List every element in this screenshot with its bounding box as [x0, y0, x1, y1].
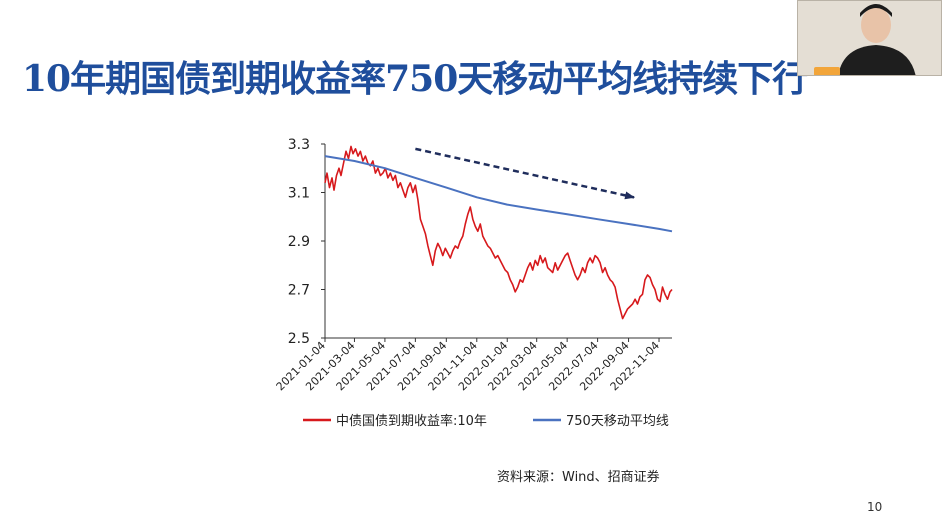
presenter-avatar	[798, 1, 941, 75]
y-tick-label: 2.7	[288, 283, 310, 299]
presenter-hair	[860, 4, 892, 17]
source-note: 资料来源：Wind、招商证券	[497, 470, 660, 485]
webcam-status-badge	[814, 67, 840, 75]
moving-average-series-line	[324, 155, 673, 233]
y-tick-label: 3.3	[288, 137, 310, 153]
legend-group: 中债国债到期收益率:10年 750天移动平均线	[303, 413, 669, 429]
presenter-face	[861, 7, 891, 43]
webcam-thumbnail[interactable]	[797, 0, 942, 76]
trend-arrow	[415, 147, 636, 200]
yield-series-line	[324, 145, 673, 320]
y-tick-label: 2.5	[288, 331, 310, 347]
slide-title: 10年期国债到期收益率750天移动平均线持续下行	[22, 58, 808, 100]
page-number: 10	[867, 500, 883, 514]
legend-label: 中债国债到期收益率:10年	[336, 413, 487, 429]
presenter-shirt	[838, 45, 916, 75]
x-axis-group: 2021-01-042021-03-042021-05-042021-07-04…	[274, 337, 672, 393]
y-axis-group: 3.3 3.1 2.9 2.7 2.5	[288, 137, 326, 347]
series-group	[324, 145, 673, 320]
y-tick-label: 3.1	[288, 186, 310, 202]
legend-label: 750天移动平均线	[566, 414, 669, 429]
y-tick-label: 2.9	[288, 234, 310, 250]
